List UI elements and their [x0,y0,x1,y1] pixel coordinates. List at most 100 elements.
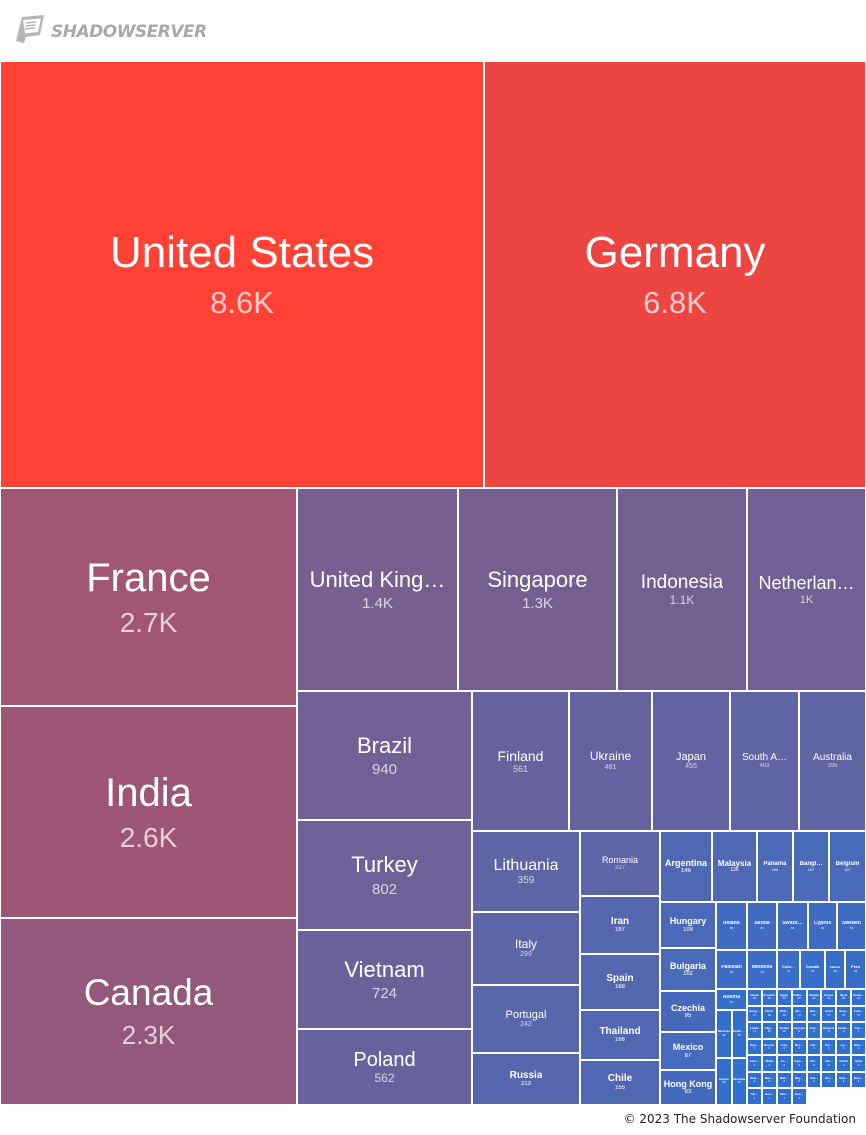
treemap-cell[interactable]: Sri… 3 [806,1055,822,1072]
treemap-cell[interactable]: Germany 6.8K [484,61,866,488]
treemap-cell[interactable]: Kenya 21 [821,989,837,1006]
treemap-cell[interactable]: Jam… 1 [791,1088,807,1105]
treemap-cell[interactable]: United States 8.6K [0,61,484,488]
treemap-cell[interactable]: Croatia 40 [800,950,825,989]
treemap-cell[interactable]: Hungary 108 [660,902,716,948]
treemap-cell[interactable]: Ven… 1 [821,1071,837,1089]
treemap-cell[interactable]: Argentina 146 [660,831,712,902]
treemap-cell[interactable]: Alge… 10 [761,1022,777,1039]
treemap-cell[interactable]: Ukraine 481 [569,691,652,831]
treemap-cell[interactable]: Canada 2.3K [0,918,297,1105]
treemap-cell[interactable]: Singapore 1.3K [458,488,617,691]
treemap-cell[interactable]: Thailand 166 [580,1010,660,1060]
treemap-cell[interactable]: Lux… 5 [836,1038,852,1056]
treemap-cell[interactable]: Italy 299 [472,912,580,985]
treemap-cell[interactable]: Oman 3 [836,1055,852,1072]
treemap-cell[interactable]: Hon… 1 [761,1088,777,1105]
treemap-cell[interactable]: Bosnia 6 [761,1038,777,1056]
treemap-cell[interactable]: Sweden 61 [837,902,866,950]
treemap-cell[interactable]: Romania 327 [580,831,660,896]
treemap-cell[interactable]: Belgium 107 [829,831,866,902]
treemap-cell[interactable]: Lithuania 359 [472,831,580,912]
treemap-cell[interactable]: Hong… 17 [747,1005,762,1023]
treemap-cell[interactable]: Colo… 41 [777,950,800,989]
treemap-cell[interactable]: Mac… 2 [761,1071,777,1089]
treemap-cell[interactable]: Kuw… 2 [747,1071,762,1089]
treemap-cell[interactable]: Georgia 9 [791,1022,807,1039]
treemap-cell[interactable]: Portugal 242 [472,985,580,1053]
treemap-cell[interactable]: Taiwan 22 [806,989,822,1006]
treemap-cell[interactable]: Austria 34 [716,989,747,1010]
treemap-cell[interactable]: Bangl… 107 [793,831,829,902]
treemap-cell[interactable]: Serbia 64 [747,902,777,950]
treemap-cell[interactable]: Latvia 11 [747,1022,762,1039]
treemap-cell[interactable]: Costa… 18 [851,989,866,1006]
treemap-cell[interactable]: Bulgaria 102 [660,948,716,991]
treemap-cell[interactable]: Nor… 6 [791,1038,807,1056]
treemap-cell[interactable]: Nig… 2 [791,1071,807,1089]
treemap-cell[interactable]: Ecuador 25 [761,989,777,1006]
treemap-cell[interactable]: Esto… 11 [851,1005,866,1023]
treemap-cell[interactable]: Azer… 4 [747,1055,762,1072]
treemap-cell[interactable]: Dom… 1 [851,1071,866,1089]
treemap-cell[interactable]: Par… 1 [747,1088,762,1105]
treemap-cell[interactable]: Mo… 14 [791,1005,807,1023]
treemap-cell[interactable]: Mon… 4 [851,1038,866,1056]
treemap-cell[interactable]: Gha… 1 [806,1071,822,1089]
treemap-cell[interactable]: Urug… 12 [836,1005,852,1023]
treemap-cell[interactable]: Indonesia 1.1K [617,488,747,691]
treemap-cell[interactable]: Finland 561 [472,691,569,831]
treemap-cell[interactable]: Spain 188 [580,954,660,1010]
treemap-cell[interactable]: Slovenia 32 [716,1010,732,1058]
treemap-cell[interactable]: Mexico 87 [660,1032,716,1070]
treemap-cell[interactable]: Moldova 48 [747,950,777,989]
treemap-cell[interactable]: Chile 155 [580,1060,660,1105]
treemap-cell[interactable]: China 16 [761,1005,777,1023]
treemap-cell[interactable]: Iraq 6 [776,1038,792,1056]
treemap-cell[interactable]: Brazil 940 [297,691,472,820]
treemap-cell[interactable]: Tun… 7 [851,1022,866,1039]
treemap-cell[interactable]: Den… 7 [747,1038,762,1056]
treemap-cell[interactable]: Russia 213 [472,1053,580,1105]
treemap-cell[interactable]: Arm… 9 [806,1022,822,1039]
treemap-cell[interactable]: Ice… 3 [776,1055,792,1072]
treemap-cell[interactable]: Iran 197 [580,896,660,954]
treemap-cell[interactable]: Uzb… 3 [821,1055,837,1072]
treemap-cell[interactable]: Australia 395 [799,691,866,831]
treemap-cell[interactable]: Nepal 26 [747,989,762,1006]
treemap-cell[interactable]: Philippines23 [791,989,807,1006]
treemap-cell[interactable]: Vietnam 724 [297,930,472,1029]
treemap-cell[interactable]: Ireland 65 [716,902,747,950]
treemap-cell[interactable]: Pakistan 50 [716,950,747,989]
treemap-cell[interactable]: Peru 38 [845,950,866,989]
treemap-cell[interactable]: Switze… 63 [777,902,808,950]
treemap-cell[interactable]: Kyr… 5 [821,1038,837,1056]
treemap-cell[interactable]: Poland 562 [297,1029,472,1105]
treemap-cell[interactable]: Netherlan… 1K [747,488,866,691]
treemap-cell[interactable]: Phil… 15 [776,1005,792,1023]
treemap-cell[interactable]: Egypt 24 [776,989,792,1006]
treemap-cell[interactable]: Salv… 1 [776,1088,792,1105]
treemap-cell[interactable]: Cam… 3 [791,1055,807,1072]
treemap-cell[interactable]: Gua… 1 [836,1071,852,1089]
treemap-cell[interactable]: Albania 38 [825,950,845,989]
treemap-cell[interactable]: Jordan 10 [776,1022,792,1039]
treemap-cell[interactable]: Hong Kong 83 [660,1070,716,1105]
treemap-cell[interactable]: Malta 4 [761,1055,777,1072]
treemap-cell[interactable]: Israel 12 [821,1005,837,1023]
shadowserver-logo[interactable]: SHADOWSERVER [14,13,207,50]
treemap-cell[interactable]: United King… 1.4K [297,488,458,691]
treemap-cell[interactable]: Bah… 2 [776,1071,792,1089]
treemap-cell[interactable]: Cyprus 62 [808,902,837,950]
treemap-cell[interactable]: Qatar 2 [851,1055,866,1072]
treemap-cell[interactable]: Czechia 95 [660,991,716,1032]
treemap-cell[interactable]: Leb… 5 [806,1038,822,1056]
treemap-cell[interactable]: France 2.7K [0,488,297,706]
treemap-cell[interactable]: Slovakia 26 [731,1057,747,1105]
treemap-cell[interactable]: Kazakhstan8 [836,1022,852,1039]
treemap-cell[interactable]: South A… 403 [730,691,799,831]
treemap-cell[interactable]: Syria 20 [836,989,852,1006]
treemap-cell[interactable]: Japan 455 [652,691,730,831]
treemap-cell[interactable]: India 2.6K [0,706,297,918]
treemap-cell[interactable]: Malaysia 136 [712,831,757,902]
